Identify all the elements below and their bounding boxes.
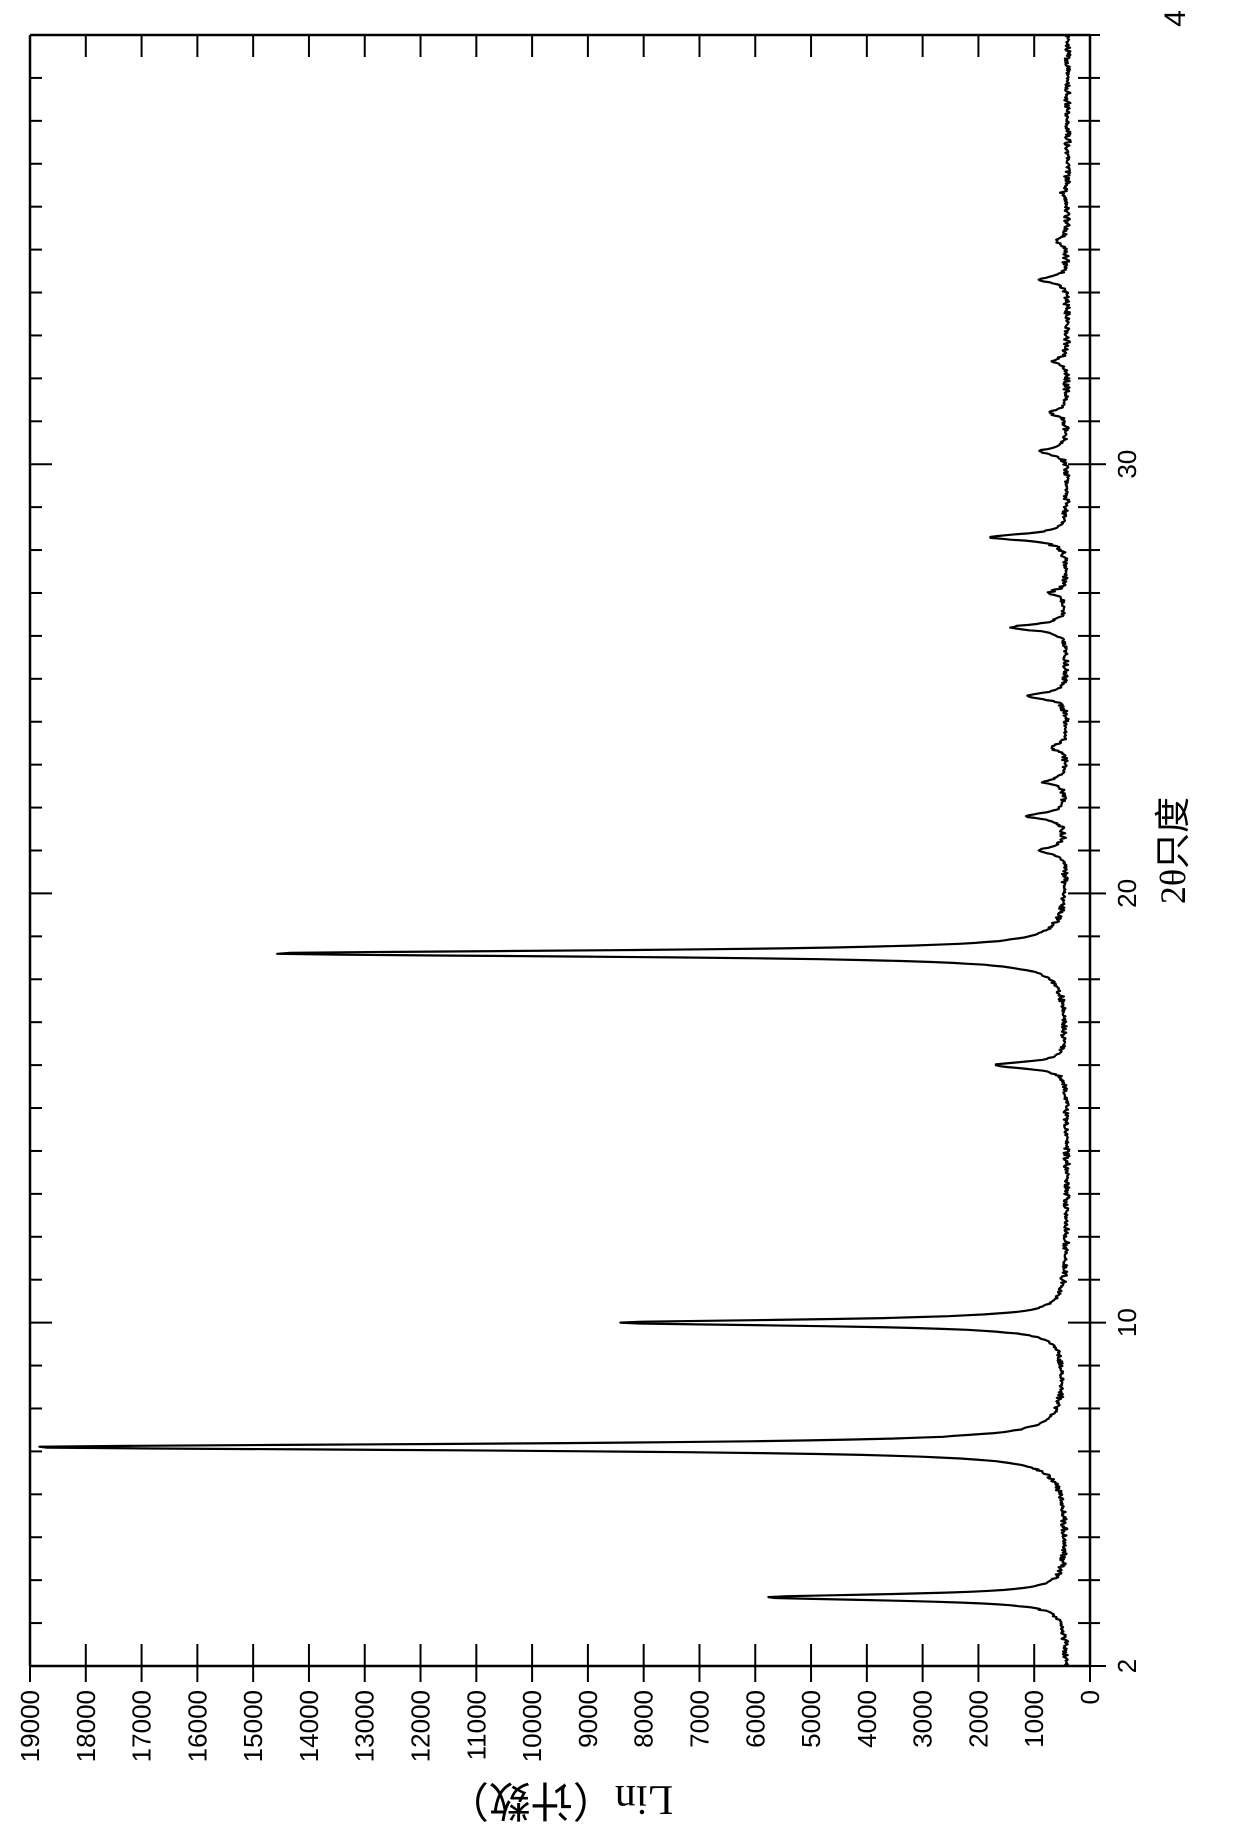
xrd-chart: 0 1000 2000 3000 4000 5000 6000 7000 8000 9000 100… — [0, 0, 1240, 1841]
x-tick-label: 2 — [1112, 1659, 1142, 1673]
page-margin-number: 4 — [1159, 10, 1192, 27]
x-tick-label: 20 — [1112, 879, 1142, 908]
y-tick-label: 1000 — [1019, 1690, 1049, 1748]
y-tick-label: 12000 — [406, 1690, 436, 1762]
y-tick-label: 6000 — [740, 1690, 770, 1748]
y-tick-label: 8000 — [629, 1690, 659, 1748]
y-tick-label: 9000 — [573, 1690, 603, 1748]
y-tick-label: 7000 — [684, 1690, 714, 1748]
y-tick-label: 19000 — [15, 1690, 45, 1762]
y-tick-label: 4000 — [852, 1690, 882, 1748]
x-axis-label: 2θ只度 — [1153, 797, 1193, 904]
y-tick-label: 18000 — [71, 1690, 101, 1762]
x-tick-label: 30 — [1112, 450, 1142, 479]
y-tick-label: 10000 — [517, 1690, 547, 1762]
y-tick-label: 14000 — [294, 1690, 324, 1762]
y-tick-label: 16000 — [182, 1690, 212, 1762]
y-tick-label: 17000 — [127, 1690, 157, 1762]
y-tick-label: 15000 — [238, 1690, 268, 1762]
y-tick-label: 3000 — [908, 1690, 938, 1748]
y-tick-label: 13000 — [350, 1690, 380, 1762]
x-tick-label: 10 — [1112, 1308, 1142, 1337]
y-axis-label: Lin（计数） — [447, 1776, 673, 1822]
y-tick-label: 2000 — [963, 1690, 993, 1748]
y-tick-label: 11000 — [461, 1690, 491, 1760]
y-tick-label: 0 — [1075, 1690, 1105, 1704]
xrd-trace — [39, 35, 1070, 1666]
y-tick-label: 5000 — [796, 1690, 826, 1748]
